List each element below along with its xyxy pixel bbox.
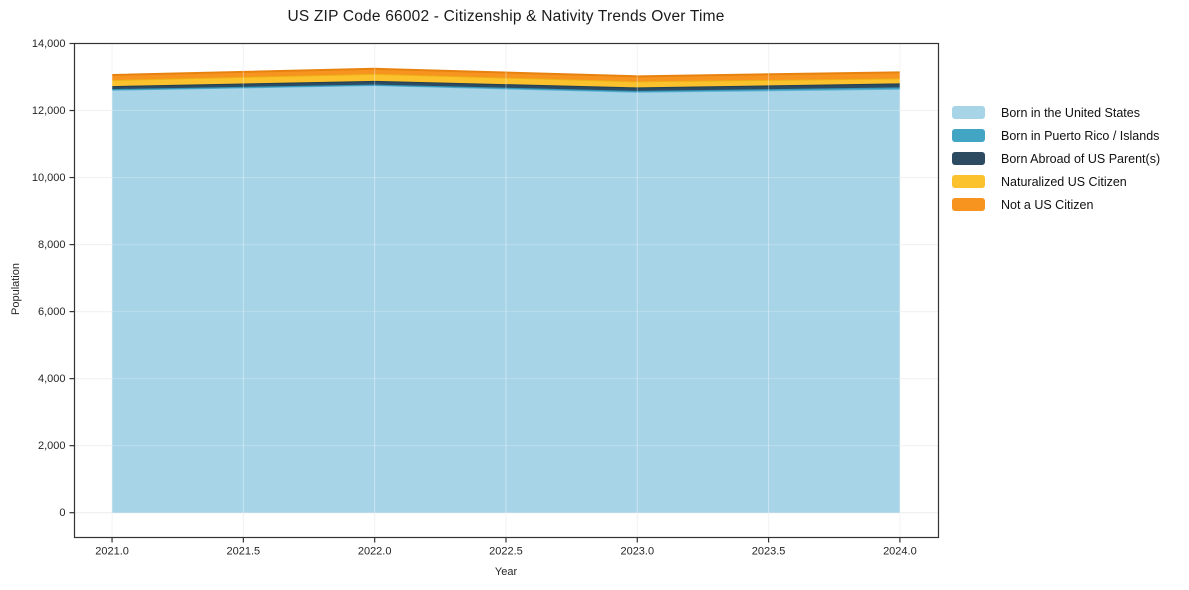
legend-item-3: Born Abroad of US Parent(s) <box>952 147 1160 170</box>
legend-label: Born in the United States <box>1001 105 1140 120</box>
area-4 <box>112 73 900 88</box>
y-tick-label: 10,000 <box>32 172 66 184</box>
y-tick-label: 2,000 <box>38 440 66 452</box>
grid-overlay <box>74 43 939 538</box>
x-tick-label: 2023.5 <box>752 546 786 558</box>
y-tick-label: 8,000 <box>38 239 66 251</box>
area-edge-5 <box>112 67 900 78</box>
x-tick-label: 2021.0 <box>95 546 129 558</box>
area-5 <box>112 68 900 82</box>
x-tick-label: 2021.5 <box>227 546 261 558</box>
legend-label: Naturalized US Citizen <box>1001 174 1127 189</box>
legend-swatch-icon <box>952 198 985 211</box>
x-tick-label: 2022.5 <box>489 546 523 558</box>
chart-title: US ZIP Code 66002 - Citizenship & Nativi… <box>287 8 725 25</box>
legend-swatch-icon <box>952 152 985 165</box>
y-tick-label: 0 <box>59 507 65 519</box>
legend: Born in the United States Born in Puerto … <box>952 101 1160 216</box>
legend-item-4: Naturalized US Citizen <box>952 170 1160 193</box>
y-tick-label: 6,000 <box>38 306 66 318</box>
x-tick-label: 2022.0 <box>358 546 392 558</box>
x-axis-title: Year <box>494 566 518 578</box>
legend-swatch-icon <box>952 175 985 188</box>
legend-swatch-icon <box>952 106 985 119</box>
legend-label: Born in Puerto Rico / Islands <box>1001 128 1160 143</box>
legend-label: Not a US Citizen <box>1001 197 1094 212</box>
area-1 <box>112 85 900 513</box>
axis-ticks: 2021.0 2021.5 2022.0 2022.5 2023.0 2023.5 2024… <box>32 38 917 558</box>
y-tick-label: 14,000 <box>32 38 66 50</box>
x-tick-label: 2023.0 <box>620 546 654 558</box>
legend-item-1: Born in the United States <box>952 101 1160 124</box>
y-axis-title: Population <box>10 263 22 315</box>
y-tick-label: 12,000 <box>32 105 66 117</box>
legend-label: Born Abroad of US Parent(s) <box>1001 151 1161 166</box>
area-3 <box>112 80 900 91</box>
area-series-group <box>112 67 900 513</box>
x-tick-label: 2024.0 <box>883 546 917 558</box>
legend-item-2: Born in Puerto Rico / Islands <box>952 124 1160 147</box>
y-tick-label: 4,000 <box>38 373 66 385</box>
legend-swatch-icon <box>952 129 985 142</box>
legend-item-5: Not a US Citizen <box>952 193 1160 216</box>
